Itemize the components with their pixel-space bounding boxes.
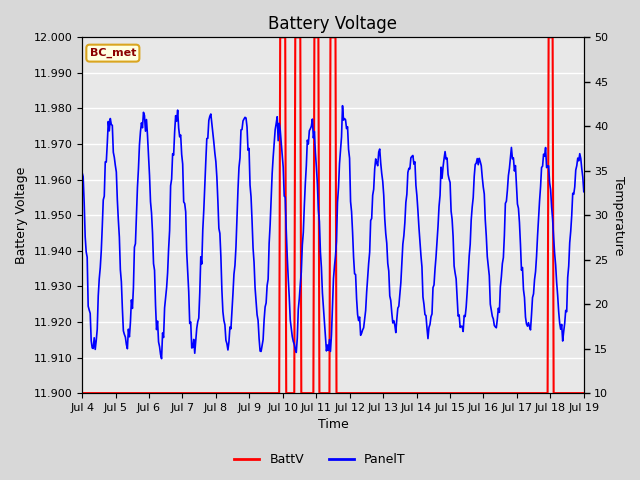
Text: BC_met: BC_met xyxy=(90,48,136,58)
Y-axis label: Temperature: Temperature xyxy=(612,176,625,255)
Y-axis label: Battery Voltage: Battery Voltage xyxy=(15,167,28,264)
X-axis label: Time: Time xyxy=(317,419,348,432)
Legend: BattV, PanelT: BattV, PanelT xyxy=(229,448,411,471)
Title: Battery Voltage: Battery Voltage xyxy=(268,15,397,33)
